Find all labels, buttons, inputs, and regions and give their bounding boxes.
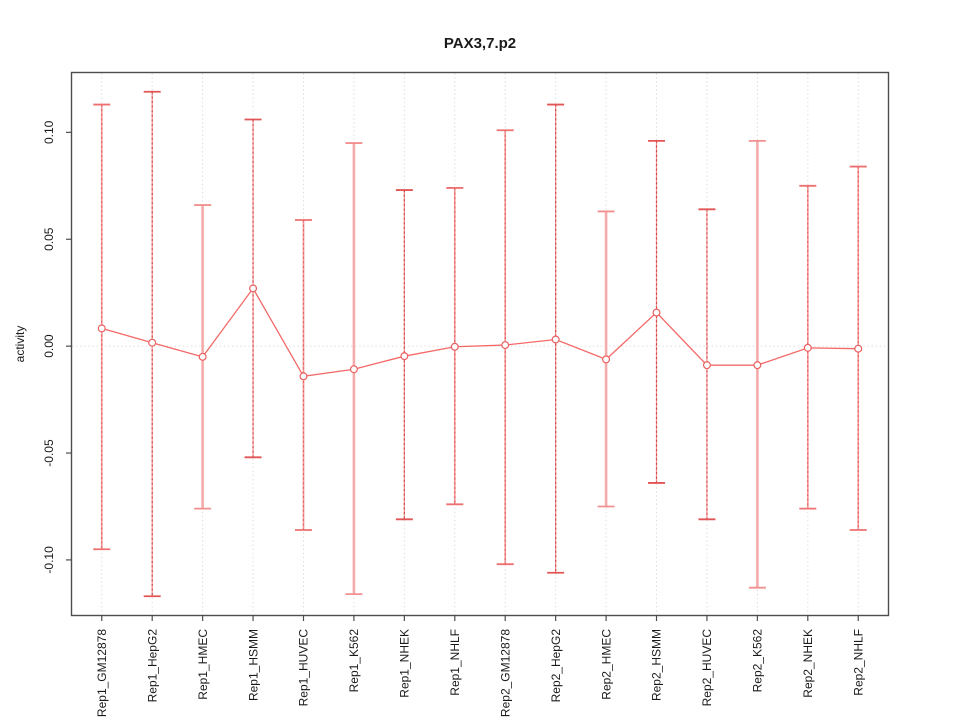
data-point [702, 361, 711, 370]
x-tick-label: Rep1_NHEK [398, 629, 412, 698]
x-tick-label: Rep2_HSMM [650, 629, 664, 701]
data-point [349, 365, 358, 374]
data-point [602, 355, 611, 364]
data-point [551, 335, 560, 344]
y-tick-label: -0.10 [42, 546, 56, 574]
data-point [854, 344, 863, 353]
x-tick-label: Rep1_HMEC [196, 629, 210, 700]
data-point [803, 343, 812, 352]
x-tick-label: Rep1_NHLF [448, 629, 462, 696]
x-tick-label: Rep2_HUVEC [700, 629, 714, 707]
data-point [753, 361, 762, 370]
x-tick-label: Rep1_K562 [347, 629, 361, 693]
plot-area: 0.10 0.05 0.00 -0.05 -0.10 Rep1_GM12878 Rep1_H… [42, 71, 890, 717]
data-point [400, 352, 409, 361]
x-tick-label: Rep1_GM12878 [95, 629, 109, 717]
data-point [97, 324, 106, 333]
x-tick-label: Rep1_HSMM [246, 629, 260, 701]
data-point [299, 372, 308, 381]
data-point [249, 284, 258, 293]
data-point [501, 341, 510, 350]
x-tick-label: Rep2_NHEK [801, 629, 815, 698]
y-tick-label: 0.10 [42, 120, 56, 144]
x-tick-label: Rep2_NHLF [851, 629, 865, 696]
y-tick-label: 0.05 [42, 227, 56, 251]
data-point [198, 352, 207, 361]
plot-frame [70, 71, 890, 617]
x-tick-label: Rep2_HepG2 [549, 629, 563, 703]
chart-title: PAX3,7.p2 [444, 35, 516, 52]
x-tick-label: Rep1_HUVEC [297, 629, 311, 707]
x-tick-label: Rep2_HMEC [599, 629, 613, 700]
x-tick-label: Rep1_HepG2 [145, 629, 159, 703]
data-point [148, 338, 157, 347]
y-tick-label: -0.05 [42, 439, 56, 467]
data-point [652, 308, 661, 317]
x-tick-label: Rep2_K562 [751, 629, 765, 693]
activity-line [101, 287, 859, 377]
data-point [450, 342, 459, 351]
x-tick-label: Rep2_GM12878 [498, 629, 512, 717]
y-tick-label: 0.00 [42, 334, 56, 358]
y-axis-label: activity [13, 326, 27, 363]
